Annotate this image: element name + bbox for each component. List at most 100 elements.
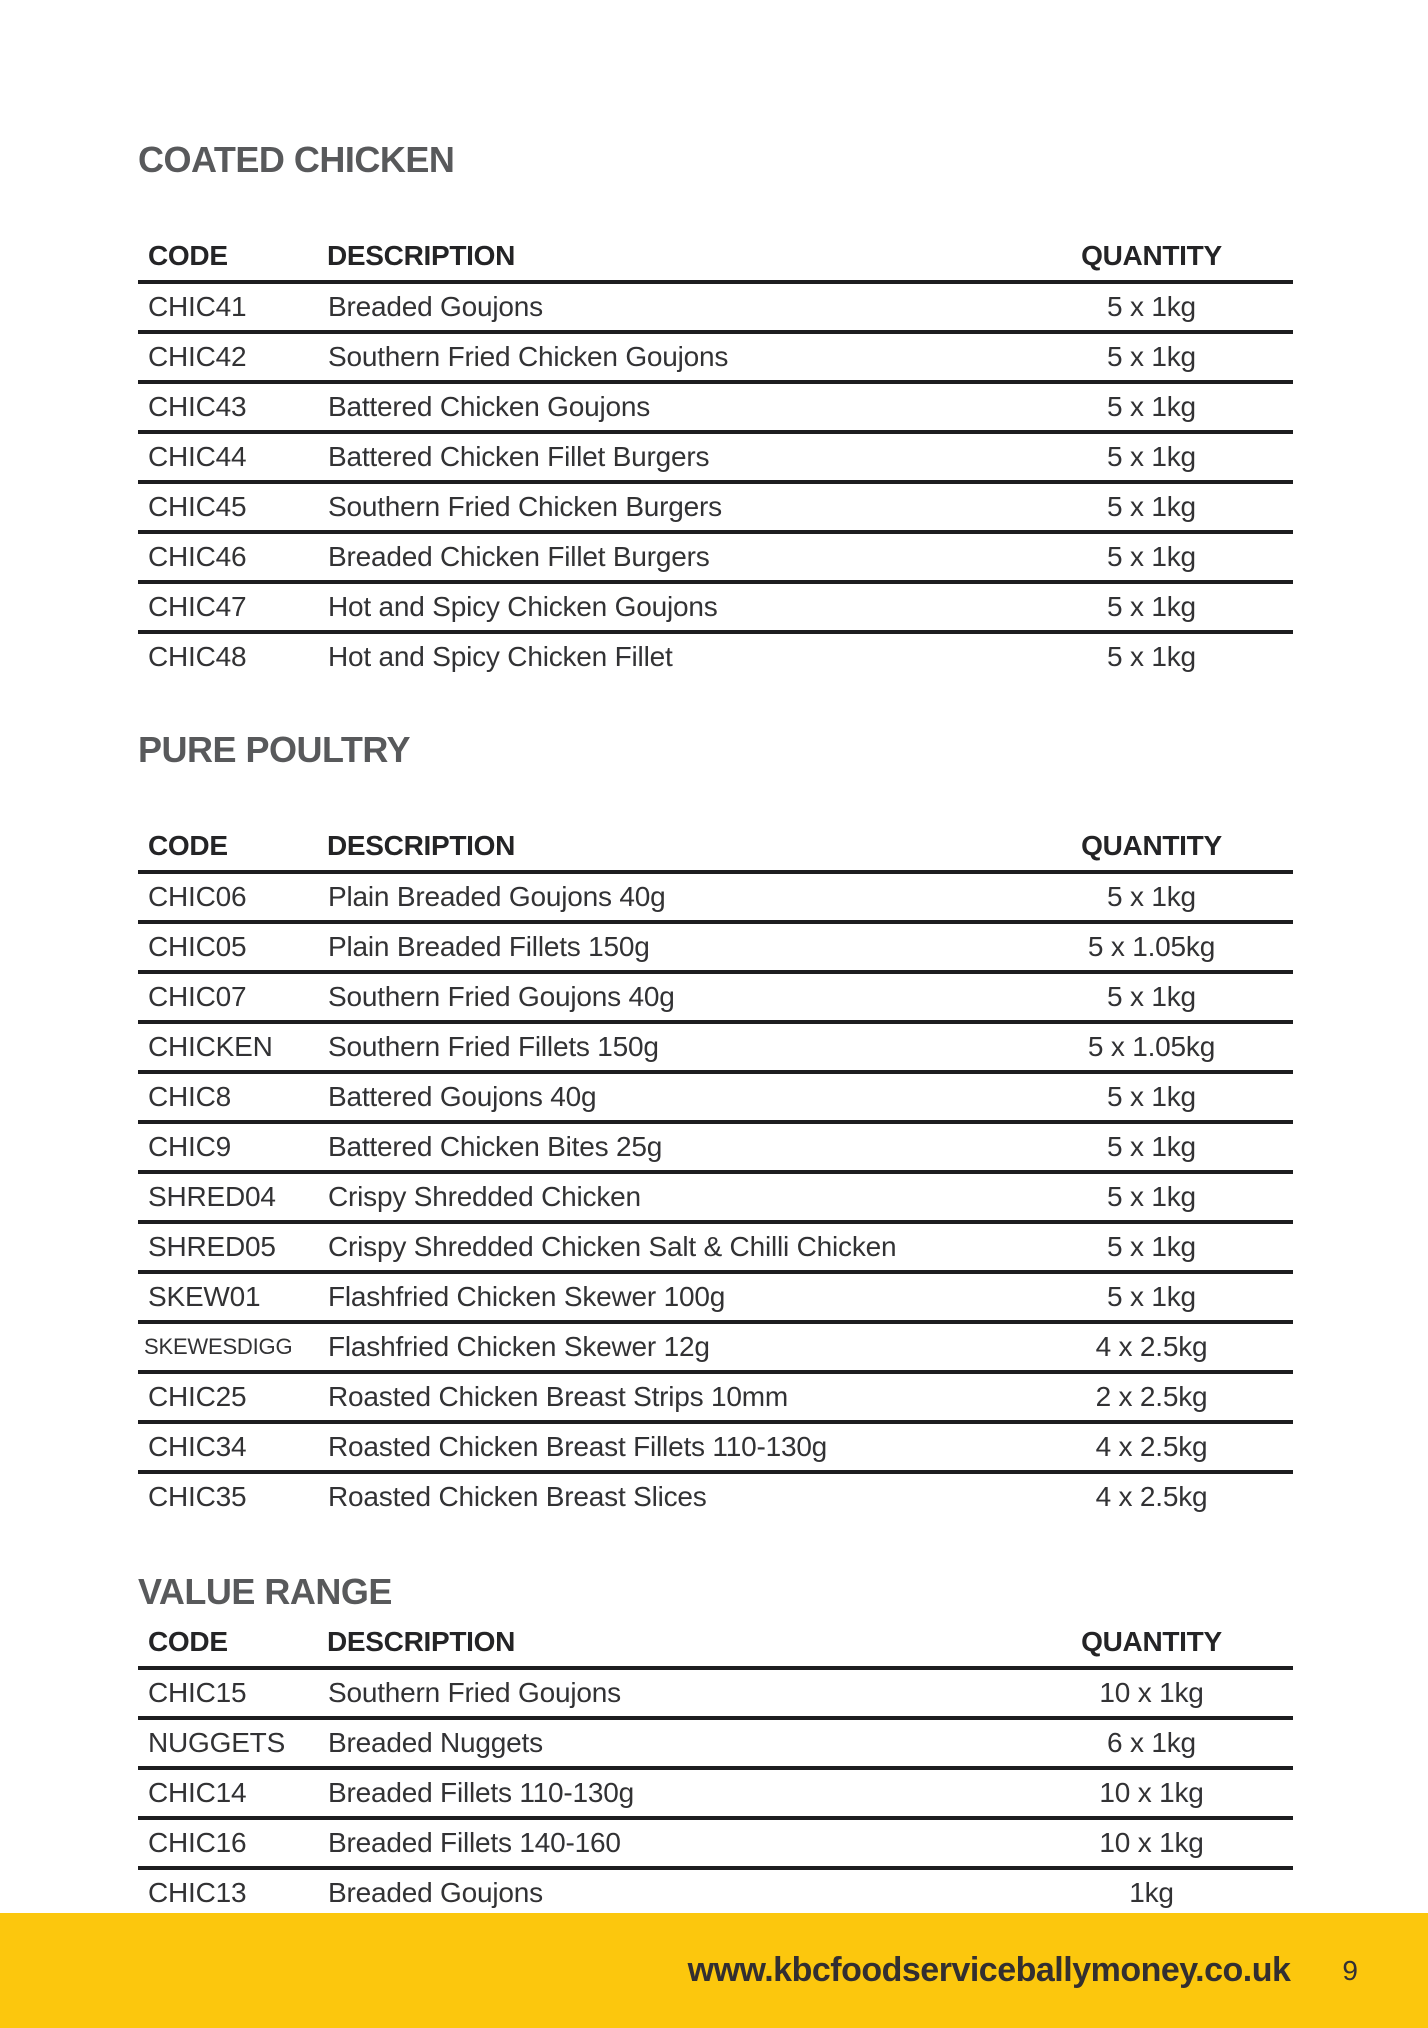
cell-quantity: 5 x 1kg bbox=[1010, 432, 1293, 484]
table-row: CHICKEN Southern Fried Fillets 150g 5 x 1.… bbox=[138, 1022, 1293, 1074]
cell-code: CHIC34 bbox=[138, 1422, 327, 1474]
cell-code: CHIC45 bbox=[138, 482, 327, 534]
cell-quantity: 2 x 2.5kg bbox=[1010, 1372, 1293, 1424]
section-title: PURE POULTRY bbox=[138, 729, 411, 770]
cell-quantity: 5 x 1kg bbox=[1010, 1072, 1293, 1124]
cell-description: Battered Chicken Bites 25g bbox=[327, 1122, 1010, 1174]
cell-quantity: 5 x 1kg bbox=[1010, 972, 1293, 1024]
table-row: SHRED04 Crispy Shredded Chicken 5 x 1kg bbox=[138, 1172, 1293, 1224]
section-coated-chicken: COATED CHICKEN CODE DESCRIPTION QUANTITY… bbox=[138, 140, 1293, 680]
cell-code: CHICKEN bbox=[138, 1022, 327, 1074]
cell-code: CHIC41 bbox=[138, 282, 327, 334]
table-row: CHIC8 Battered Goujons 40g 5 x 1kg bbox=[138, 1072, 1293, 1124]
table-header-row: CODE DESCRIPTION QUANTITY bbox=[138, 226, 1293, 284]
table-row: CHIC42 Southern Fried Chicken Goujons 5 x … bbox=[138, 332, 1293, 384]
table-row: CHIC25 Roasted Chicken Breast Strips 10mm… bbox=[138, 1372, 1293, 1424]
table-header-row: CODE DESCRIPTION QUANTITY bbox=[138, 816, 1293, 874]
cell-quantity: 5 x 1kg bbox=[1010, 532, 1293, 584]
table-row: CHIC43 Battered Chicken Goujons 5 x 1kg bbox=[138, 382, 1293, 434]
cell-description: Battered Goujons 40g bbox=[327, 1072, 1010, 1124]
table-row: CHIC13 Breaded Goujons 1kg bbox=[138, 1868, 1293, 1920]
cell-code: CHIC15 bbox=[138, 1668, 327, 1720]
cell-code: CHIC9 bbox=[138, 1122, 327, 1174]
cell-quantity: 10 x 1kg bbox=[1010, 1818, 1293, 1870]
section-pure-poultry: PURE POULTRY CODE DESCRIPTION QUANTITY C… bbox=[138, 730, 1293, 1520]
cell-quantity: 5 x 1kg bbox=[1010, 1222, 1293, 1274]
column-header-quantity: QUANTITY bbox=[1010, 816, 1293, 874]
column-header-description: DESCRIPTION bbox=[327, 1612, 1010, 1670]
cell-description: Breaded Nuggets bbox=[327, 1718, 1010, 1770]
cell-description: Southern Fried Fillets 150g bbox=[327, 1022, 1010, 1074]
table-row: CHIC9 Battered Chicken Bites 25g 5 x 1kg bbox=[138, 1122, 1293, 1174]
table-row: CHIC45 Southern Fried Chicken Burgers 5 x … bbox=[138, 482, 1293, 534]
cell-description: Plain Breaded Goujons 40g bbox=[327, 872, 1010, 924]
cell-code: SHRED05 bbox=[138, 1222, 327, 1274]
cell-description: Plain Breaded Fillets 150g bbox=[327, 922, 1010, 974]
cell-quantity: 5 x 1kg bbox=[1010, 382, 1293, 434]
product-table: CODE DESCRIPTION QUANTITY CHIC41 Breaded … bbox=[138, 226, 1293, 680]
table-row: CHIC44 Battered Chicken Fillet Burgers 5 x… bbox=[138, 432, 1293, 484]
table-row: CHIC48 Hot and Spicy Chicken Fillet 5 x 1k… bbox=[138, 632, 1293, 680]
column-header-code: CODE bbox=[138, 226, 327, 284]
footer-page-number: 9 bbox=[1342, 1954, 1358, 1986]
cell-description: Roasted Chicken Breast Fillets 110-130g bbox=[327, 1422, 1010, 1474]
column-header-code: CODE bbox=[138, 1612, 327, 1670]
cell-code: CHIC44 bbox=[138, 432, 327, 484]
cell-code: CHIC05 bbox=[138, 922, 327, 974]
page-content: COATED CHICKEN CODE DESCRIPTION QUANTITY… bbox=[138, 0, 1293, 1920]
cell-description: Breaded Fillets 140-160 bbox=[327, 1818, 1010, 1870]
cell-code: CHIC48 bbox=[148, 641, 247, 672]
table-row: CHIC05 Plain Breaded Fillets 150g 5 x 1.05… bbox=[138, 922, 1293, 974]
cell-code: CHIC06 bbox=[138, 872, 327, 924]
table-row: CHIC07 Southern Fried Goujons 40g 5 x 1kg bbox=[138, 972, 1293, 1024]
section-value-range: VALUE RANGE CODE DESCRIPTION QUANTITY CH… bbox=[138, 1572, 1293, 1920]
cell-description: Southern Fried Chicken Goujons bbox=[327, 332, 1010, 384]
cell-description: Breaded Goujons bbox=[327, 282, 1010, 334]
cell-description: Breaded Goujons bbox=[327, 1868, 1010, 1920]
cell-quantity: 4 x 2.5kg bbox=[1010, 1322, 1293, 1374]
cell-description: Battered Chicken Goujons bbox=[327, 382, 1010, 434]
table-row: NUGGETS Breaded Nuggets 6 x 1kg bbox=[138, 1718, 1293, 1770]
cell-description: Roasted Chicken Breast Strips 10mm bbox=[327, 1372, 1010, 1424]
cell-code: CHIC14 bbox=[138, 1768, 327, 1820]
table-row: CHIC16 Breaded Fillets 140-160 10 x 1kg bbox=[138, 1818, 1293, 1870]
cell-code: CHIC43 bbox=[138, 382, 327, 434]
cell-quantity: 5 x 1kg bbox=[1010, 872, 1293, 924]
column-header-quantity: QUANTITY bbox=[1010, 226, 1293, 284]
product-table: CODE DESCRIPTION QUANTITY CHIC06 Plain Br… bbox=[138, 816, 1293, 1520]
cell-code: SKEW01 bbox=[138, 1272, 327, 1324]
cell-description: Crispy Shredded Chicken Salt & Chilli Ch… bbox=[327, 1222, 1010, 1274]
cell-code: CHIC42 bbox=[138, 332, 327, 384]
cell-description: Breaded Chicken Fillet Burgers bbox=[327, 532, 1010, 584]
cell-quantity: 10 x 1kg bbox=[1010, 1668, 1293, 1720]
table-row: CHIC47 Hot and Spicy Chicken Goujons 5 x 1… bbox=[138, 582, 1293, 634]
cell-quantity: 5 x 1kg bbox=[1010, 1172, 1293, 1224]
cell-description: Flashfried Chicken Skewer 12g bbox=[327, 1322, 1010, 1374]
cell-quantity: 5 x 1.05kg bbox=[1010, 1022, 1293, 1074]
cell-description: Breaded Fillets 110-130g bbox=[327, 1768, 1010, 1820]
cell-quantity: 5 x 1.05kg bbox=[1010, 922, 1293, 974]
cell-code: CHIC47 bbox=[138, 582, 327, 634]
cell-code: CHIC16 bbox=[138, 1818, 327, 1870]
cell-quantity: 5 x 1kg bbox=[1010, 582, 1293, 634]
cell-quantity: 5 x 1kg bbox=[1107, 641, 1196, 672]
table-row: CHIC06 Plain Breaded Goujons 40g 5 x 1kg bbox=[138, 872, 1293, 924]
column-header-quantity: QUANTITY bbox=[1010, 1612, 1293, 1670]
column-header-description: DESCRIPTION bbox=[327, 226, 1010, 284]
cell-quantity: 4 x 2.5kg bbox=[1095, 1481, 1208, 1512]
table-row: CHIC41 Breaded Goujons 5 x 1kg bbox=[138, 282, 1293, 334]
cell-description: Southern Fried Goujons 40g bbox=[327, 972, 1010, 1024]
cell-code: NUGGETS bbox=[138, 1718, 327, 1770]
cell-quantity: 5 x 1kg bbox=[1010, 482, 1293, 534]
cell-quantity: 5 x 1kg bbox=[1010, 282, 1293, 334]
cell-quantity: 5 x 1kg bbox=[1010, 1272, 1293, 1324]
cell-description: Roasted Chicken Breast Slices bbox=[328, 1481, 707, 1512]
cell-code: CHIC25 bbox=[138, 1372, 327, 1424]
cell-code: CHIC35 bbox=[148, 1481, 247, 1512]
table-row: SKEW01 Flashfried Chicken Skewer 100g 5 x … bbox=[138, 1272, 1293, 1324]
cell-quantity: 4 x 2.5kg bbox=[1010, 1422, 1293, 1474]
cell-description: Flashfried Chicken Skewer 100g bbox=[327, 1272, 1010, 1324]
section-title: COATED CHICKEN bbox=[138, 139, 455, 180]
cell-code: CHIC46 bbox=[138, 532, 327, 584]
cell-quantity: 5 x 1kg bbox=[1010, 1122, 1293, 1174]
